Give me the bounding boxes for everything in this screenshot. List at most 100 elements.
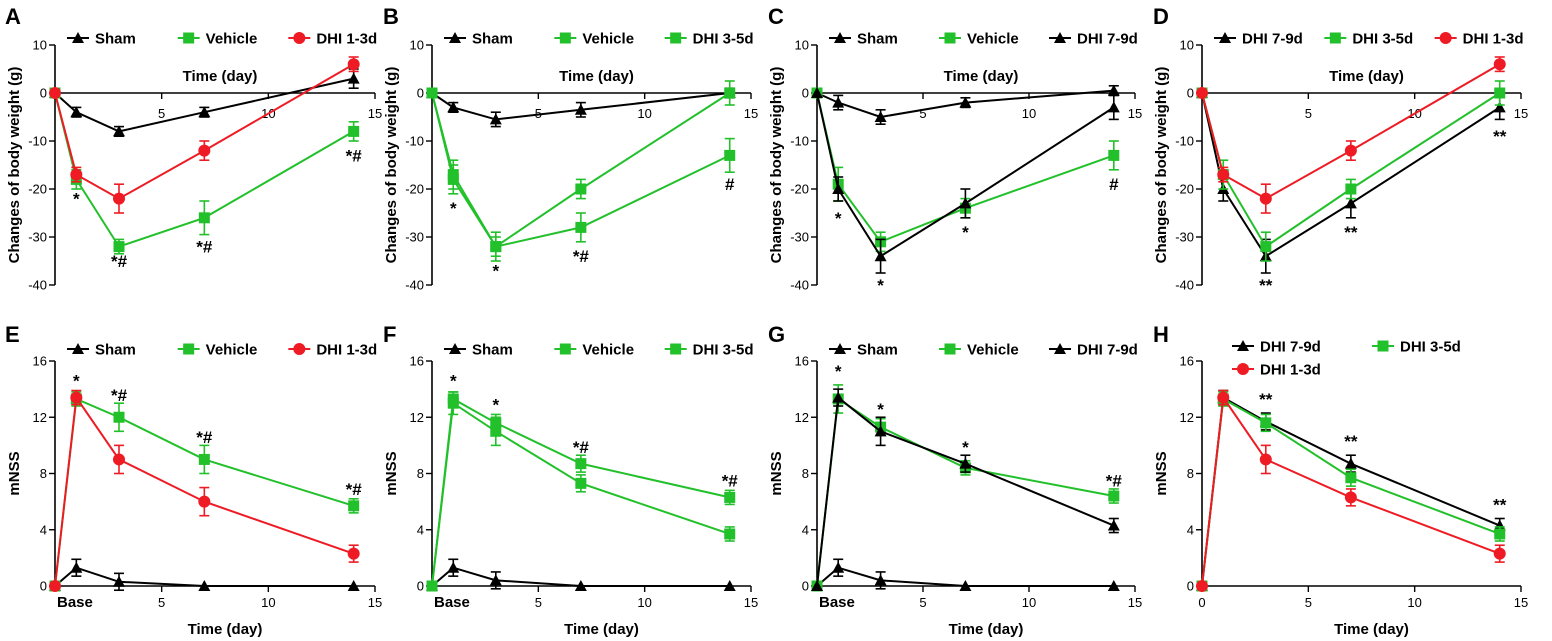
significance-mark: * [450,199,457,218]
series-sham [811,84,1120,125]
data-point [113,192,125,205]
significance-mark: * [835,362,842,381]
significance-mark: * [962,438,969,457]
data-point [724,528,736,540]
data-point [198,212,210,224]
panel-label: D [1153,4,1169,29]
y-tick-label: 4 [417,522,424,537]
data-point [1344,457,1357,469]
data-point [1344,491,1357,504]
data-point [724,149,736,161]
data-point [575,221,587,233]
data-point [1107,101,1120,113]
y-tick-label: -10 [1175,134,1194,149]
legend-entry: Vehicle [582,31,634,48]
legend-entry: DHI 3-5d [1352,31,1413,48]
y-tick-label: 12 [1180,410,1194,425]
panel-B: B 10 0 -10 -20 -30 -40 5 10 15 Time (day) Changes o… [383,4,758,293]
data-point [348,125,360,137]
significance-mark: ** [1493,127,1507,146]
y-tick-label: -20 [1175,182,1194,197]
series-line [816,92,1115,244]
significance-mark: ** [1493,495,1507,514]
series-dhi-3-5d [426,80,736,262]
y-axis-label: mNSS [1153,451,1170,495]
data-point [832,561,845,573]
x-tick-label: 5 [919,595,926,610]
legend-entry: DHI 7-9d [1077,31,1138,48]
legend-entry: Vehicle [967,31,1019,48]
legend-marker [293,32,306,44]
y-tick-label: -30 [1175,230,1194,245]
y-tick-label: -20 [405,182,424,197]
series-dhi-3-5d [426,391,736,592]
panel-label: G [768,322,785,347]
y-tick-label: 8 [1187,466,1194,481]
y-tick-label: 16 [33,354,47,369]
x-tick-label: 10 [637,595,651,610]
data-point [198,144,211,157]
y-tick-label: 8 [802,466,809,481]
legend-marker [670,32,682,44]
significance-mark: *# [346,146,363,165]
y-tick-label: 16 [410,354,424,369]
legend-entry: Sham [95,342,136,359]
data-point [959,197,972,209]
data-point [198,453,210,465]
data-point [1107,84,1120,96]
base-label: Base [819,594,855,611]
series-line [54,77,354,133]
significance-mark: *# [573,247,590,266]
data-point [490,425,502,437]
data-point [1107,519,1120,531]
data-point [1494,528,1506,540]
data-point [1260,241,1272,253]
significance-mark: *# [722,472,739,491]
x-axis-label: Time (day) [949,621,1024,638]
y-tick-label: -40 [790,278,809,293]
legend-marker [72,32,84,43]
legend-marker [834,32,846,43]
y-axis-label: Changes of body weight (g) [768,67,785,264]
significance-mark: ** [1344,432,1358,451]
y-tick-label: 12 [795,410,809,425]
y-tick-label: 4 [802,522,809,537]
data-point [1493,58,1506,71]
data-point [574,103,587,115]
x-axis-label: Time (day) [1334,621,1409,638]
series-dhi-1-3d [49,56,360,214]
data-point [1493,547,1506,560]
data-point [959,96,972,108]
data-point [832,96,845,108]
data-point [723,580,736,591]
legend-marker [293,343,306,355]
series-dhi-7-9d [811,87,1120,274]
legend-marker [1237,363,1249,375]
legend-entry: DHI 1-3d [316,31,377,48]
data-point [1344,197,1357,209]
base-label: Base [57,594,93,611]
data-point [70,168,83,181]
significance-mark: * [492,262,499,281]
data-point [447,561,460,573]
y-tick-label: -20 [790,182,809,197]
data-point [811,87,823,98]
significance-mark: * [450,372,457,391]
y-tick-label: 10 [410,38,424,53]
data-point [832,391,845,403]
data-point [575,477,587,489]
y-tick-label: -10 [28,134,47,149]
data-point [1260,417,1272,429]
y-axis-label: mNSS [6,451,23,495]
legend-entry: Sham [857,342,898,359]
data-point [724,491,736,503]
legend-entry: Sham [472,342,513,359]
data-point [874,574,887,586]
data-point [575,183,587,195]
data-point [70,391,83,404]
y-tick-label: 12 [410,410,424,425]
x-axis-label: Time (day) [183,68,258,85]
y-tick-label: 16 [795,354,809,369]
data-point [575,458,587,470]
